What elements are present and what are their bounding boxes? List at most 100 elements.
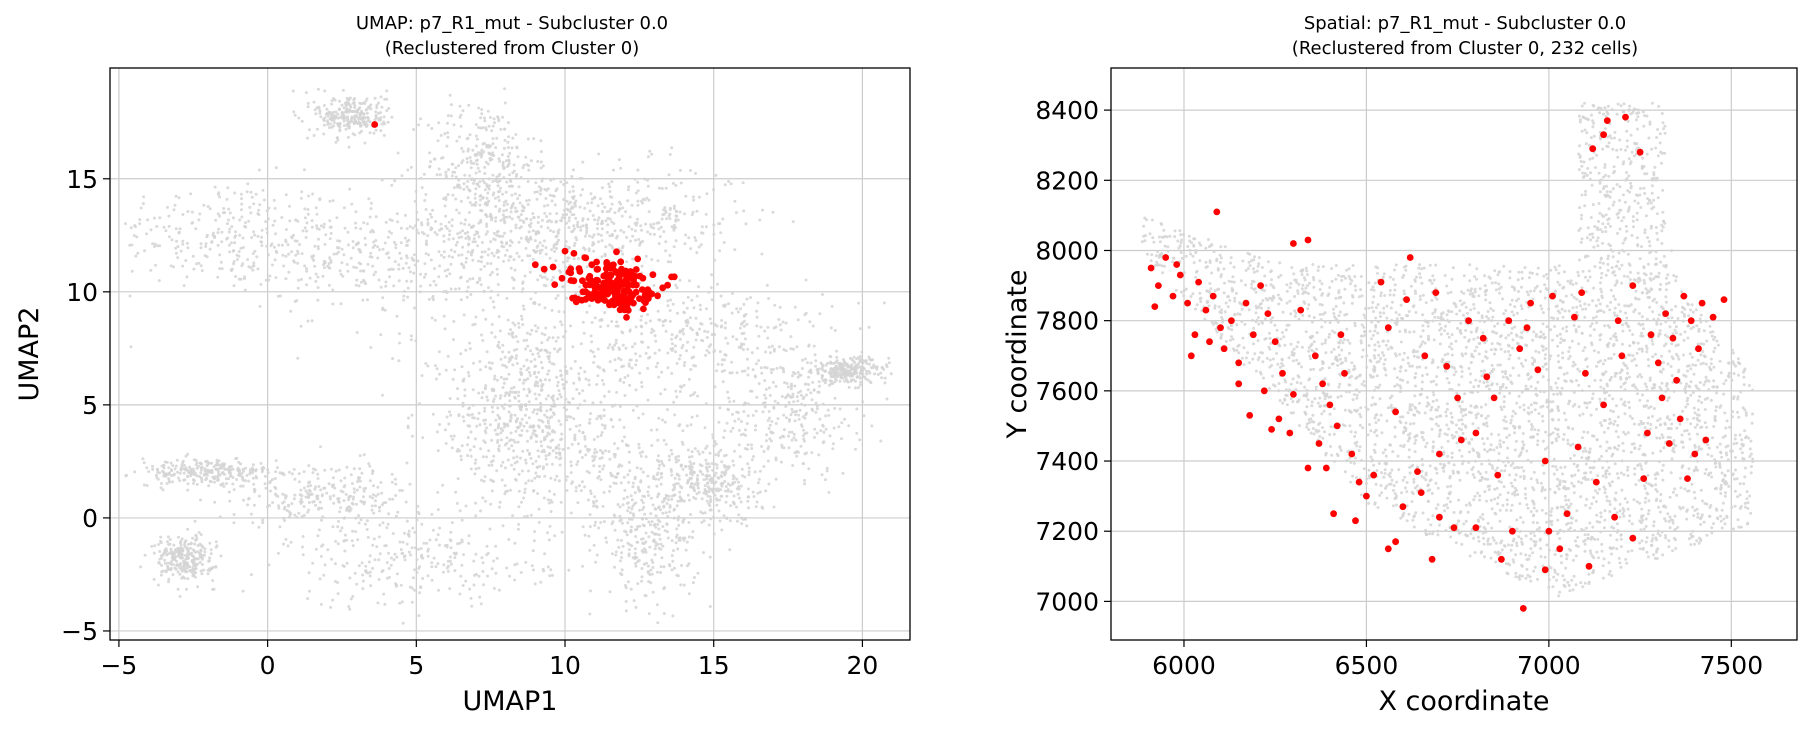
- umap-background-point: [160, 570, 164, 574]
- umap-background-point: [319, 554, 323, 558]
- umap-background-point: [723, 183, 727, 187]
- umap-background-point: [578, 176, 582, 180]
- umap-background-point: [567, 216, 571, 220]
- umap-background-point: [675, 395, 679, 399]
- umap-background-point: [442, 250, 446, 254]
- umap-background-point: [713, 385, 717, 389]
- umap-background-point: [770, 344, 774, 348]
- umap-background-point: [660, 187, 664, 190]
- umap-background-point: [639, 199, 643, 203]
- umap-background-point: [399, 226, 403, 230]
- umap-background-point: [668, 319, 672, 323]
- umap-background-point: [439, 227, 443, 231]
- umap-background-point: [214, 218, 218, 222]
- umap-background-point: [527, 390, 531, 394]
- umap-background-point: [497, 444, 501, 448]
- umap-background-point: [785, 394, 789, 398]
- umap-background-point: [377, 558, 381, 562]
- umap-background-point: [776, 417, 780, 421]
- umap-background-point: [755, 309, 759, 313]
- umap-background-point: [147, 470, 151, 473]
- umap-background-point: [394, 482, 398, 486]
- umap-background-point: [322, 123, 326, 127]
- umap-background-point: [525, 199, 528, 203]
- umap-background-point: [549, 568, 553, 572]
- umap-background-point: [616, 447, 620, 450]
- umap-background-point: [639, 324, 643, 328]
- umap-background-point: [276, 551, 280, 555]
- umap-background-point: [358, 479, 362, 483]
- umap-background-point: [347, 102, 351, 106]
- umap-background-point: [811, 324, 815, 328]
- umap-background-point: [828, 379, 832, 383]
- umap-background-point: [797, 413, 801, 417]
- umap-background-point: [487, 124, 491, 128]
- umap-background-point: [407, 266, 411, 270]
- umap-background-point: [587, 534, 591, 538]
- umap-background-point: [561, 447, 565, 451]
- umap-background-point: [686, 295, 690, 299]
- umap-background-point: [408, 225, 412, 229]
- umap-background-point: [173, 203, 177, 207]
- umap-background-point: [644, 517, 648, 521]
- umap-background-point: [503, 466, 507, 470]
- umap-background-point: [288, 219, 292, 223]
- umap-background-point: [422, 172, 426, 176]
- umap-background-point: [458, 115, 462, 119]
- umap-background-point: [528, 332, 532, 336]
- umap-background-point: [639, 240, 643, 244]
- umap-background-point: [344, 127, 348, 131]
- umap-background-point: [657, 416, 661, 420]
- umap-background-point: [565, 372, 569, 375]
- umap-background-point: [624, 586, 628, 590]
- umap-background-point: [854, 447, 857, 451]
- umap-background-point: [806, 388, 810, 392]
- umap-background-point: [364, 570, 368, 574]
- umap-background-point: [858, 438, 862, 442]
- umap-background-point: [282, 264, 286, 268]
- umap-background-point: [719, 325, 723, 329]
- umap-background-point: [691, 195, 695, 199]
- umap-background-point: [637, 558, 641, 562]
- umap-background-point: [825, 469, 829, 473]
- umap-background-point: [793, 384, 797, 388]
- umap-background-point: [208, 567, 212, 571]
- umap-background-point: [591, 241, 595, 245]
- umap-background-point: [540, 218, 544, 222]
- umap-background-point: [473, 322, 477, 326]
- umap-background-point: [646, 178, 649, 182]
- umap-background-point: [630, 498, 634, 502]
- umap-background-point: [678, 490, 682, 494]
- umap-background-point: [507, 135, 511, 139]
- umap-background-point: [353, 115, 357, 119]
- umap-background-point: [173, 467, 177, 471]
- umap-background-point: [750, 443, 753, 447]
- umap-background-point: [211, 579, 215, 583]
- umap-background-point: [361, 579, 365, 583]
- umap-background-point: [586, 201, 590, 205]
- umap-background-point: [474, 187, 478, 191]
- umap-background-point: [216, 231, 220, 235]
- umap-background-point: [860, 350, 864, 354]
- umap-background-point: [589, 489, 592, 493]
- umap-background-point: [821, 293, 824, 296]
- umap-background-point: [636, 189, 640, 193]
- umap-background-point: [405, 279, 409, 283]
- umap-background-point: [342, 124, 346, 128]
- umap-background-point: [476, 417, 480, 421]
- umap-background-point: [494, 196, 497, 200]
- umap-background-point: [620, 551, 624, 555]
- umap-background-point: [585, 226, 589, 230]
- umap-background-point: [571, 185, 575, 189]
- umap-background-point: [145, 484, 149, 487]
- umap-background-point: [194, 563, 197, 567]
- umap-background-point: [185, 275, 189, 279]
- umap-background-point: [876, 373, 880, 376]
- umap-background-point: [527, 168, 531, 172]
- umap-background-point: [160, 556, 164, 560]
- umap-background-point: [705, 307, 708, 311]
- umap-background-point: [259, 461, 263, 465]
- umap-background-point: [254, 192, 258, 196]
- umap-background-point: [697, 195, 701, 199]
- umap-background-point: [519, 236, 523, 240]
